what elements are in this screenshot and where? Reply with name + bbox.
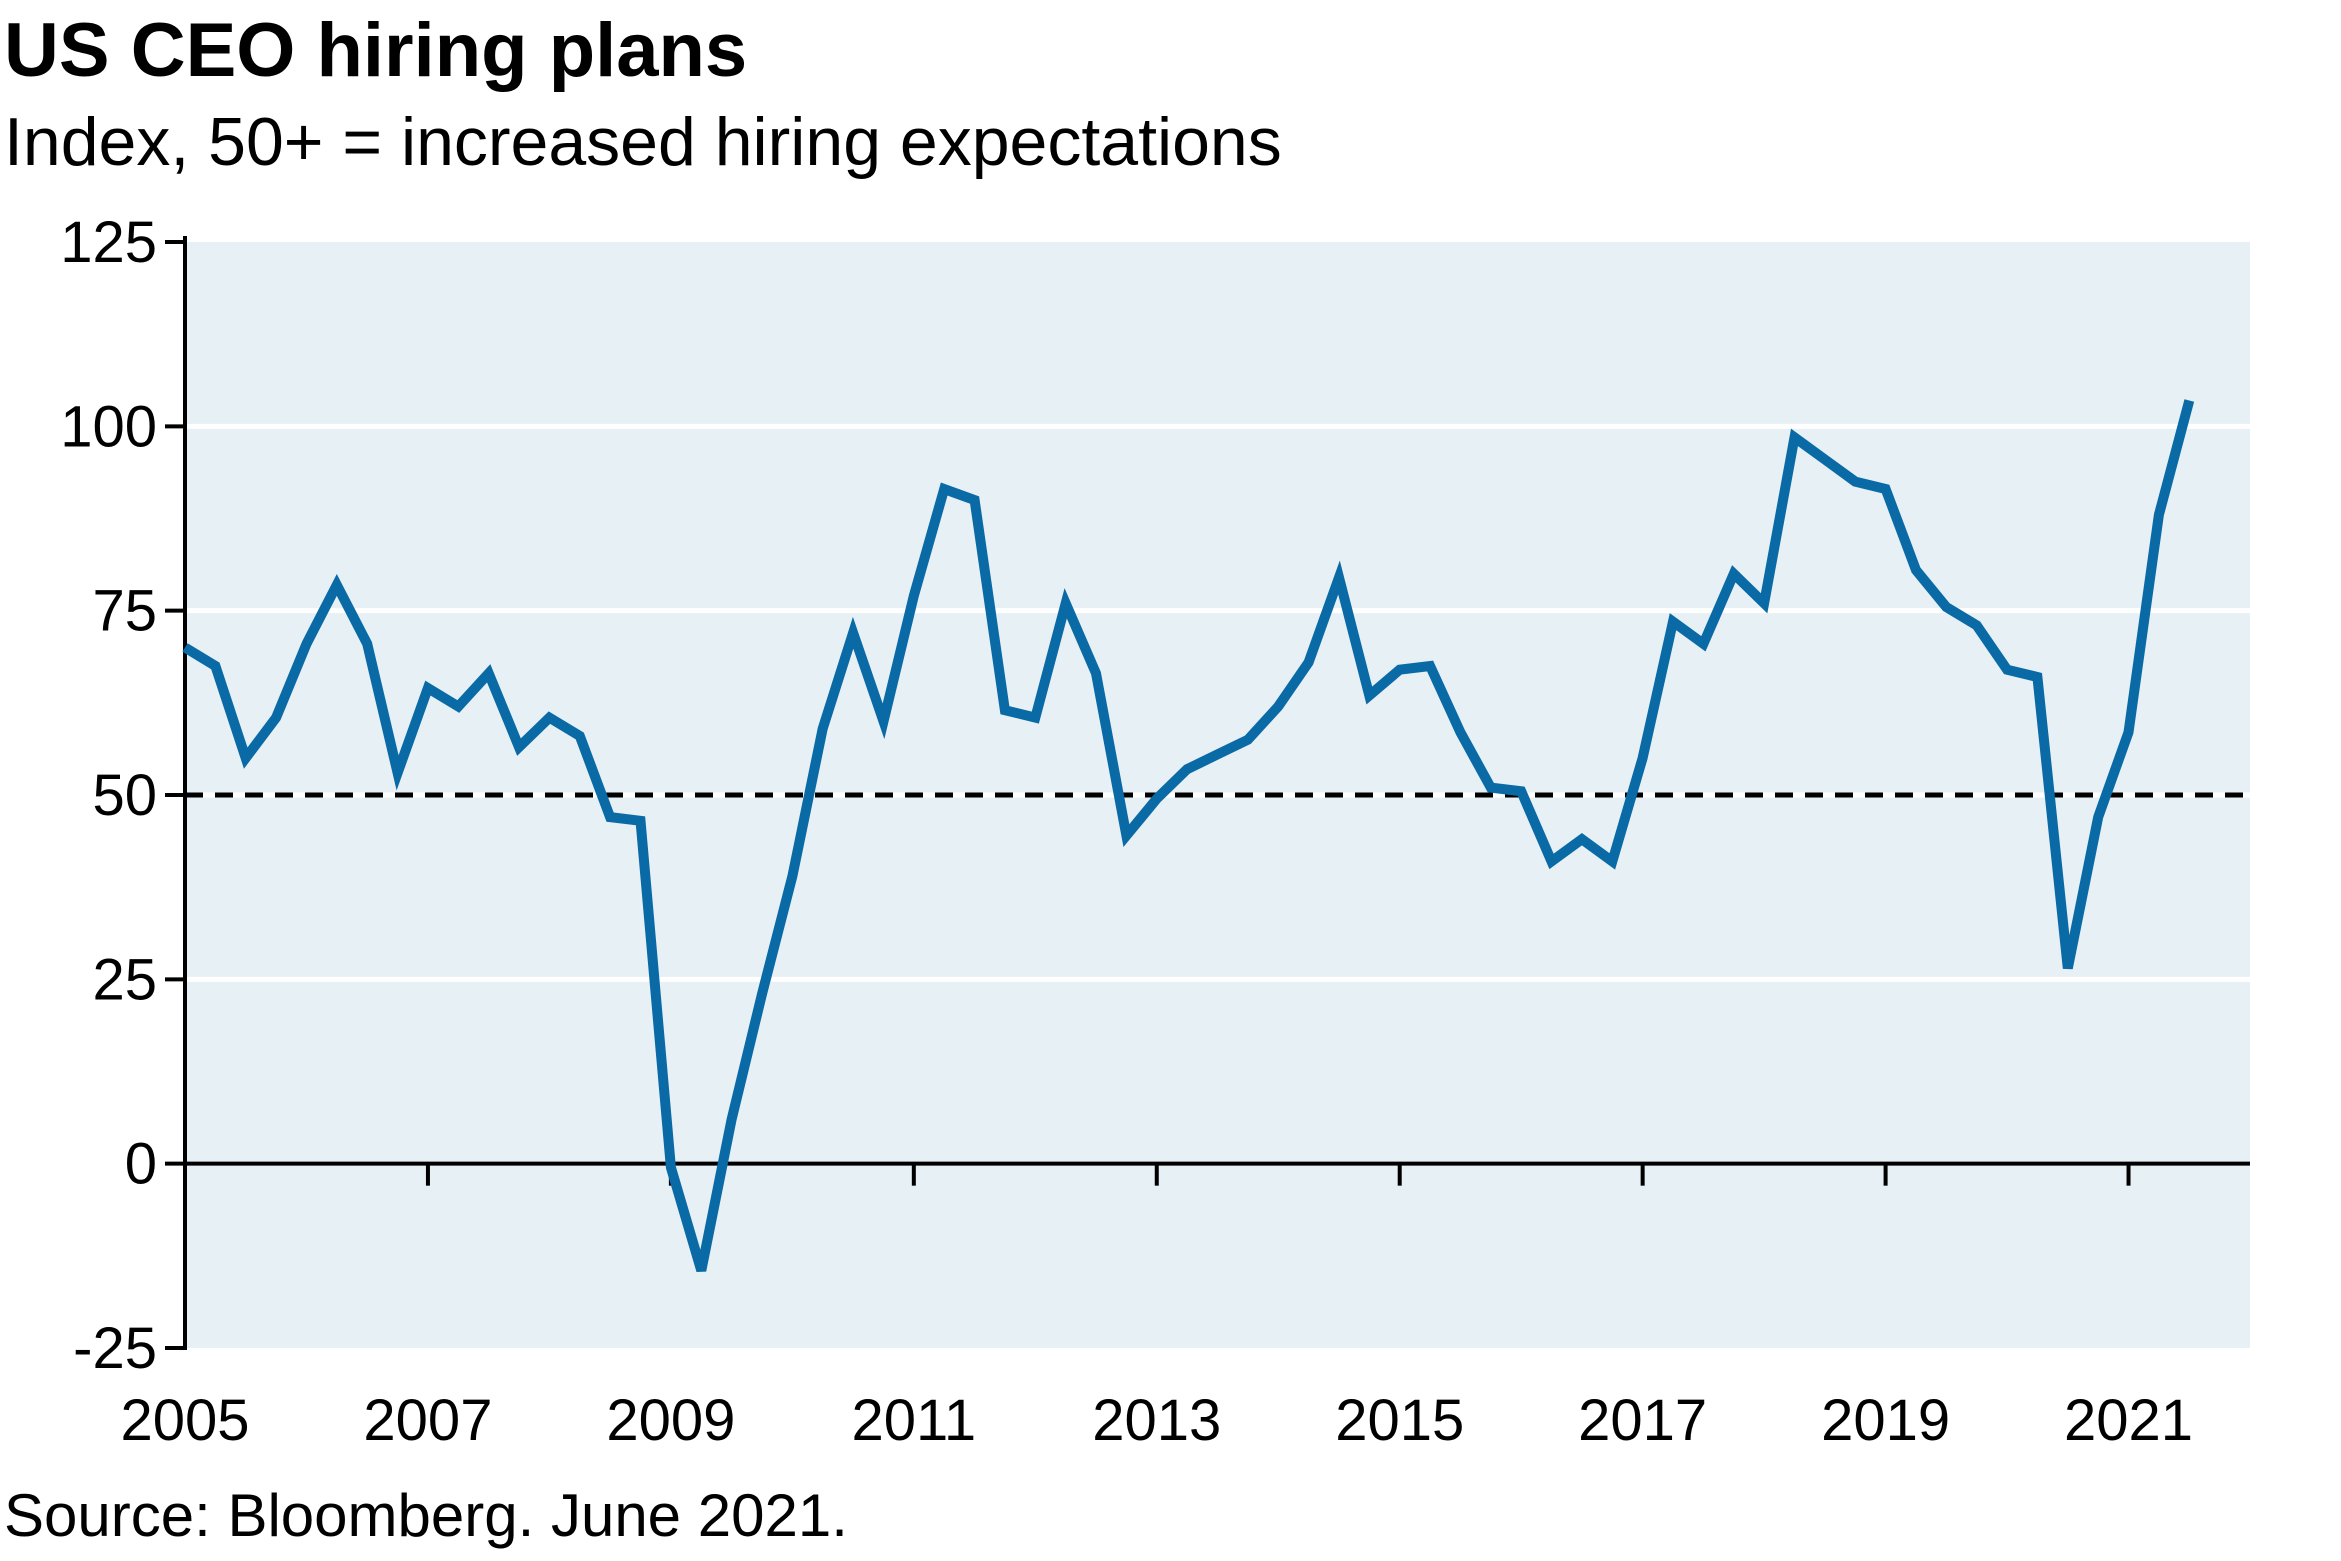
y-tick-label: 75 (92, 579, 157, 644)
series-line (182, 399, 2195, 1273)
x-tick-label: 2005 (120, 1388, 249, 1453)
x-tick-label: 2013 (1092, 1388, 1221, 1453)
y-tick-label: 50 (92, 763, 157, 828)
x-tick-label: 2009 (606, 1388, 735, 1453)
y-tick-label: -25 (73, 1316, 157, 1381)
x-tick-label: 2019 (1821, 1388, 1950, 1453)
y-tick-label: 100 (60, 394, 157, 459)
y-tick-label: 125 (60, 210, 157, 275)
x-tick-label: 2015 (1335, 1388, 1464, 1453)
y-tick-label: 0 (125, 1132, 157, 1197)
x-tick-label: 2017 (1578, 1388, 1707, 1453)
x-tick-label: 2021 (2064, 1388, 2193, 1453)
chart-subtitle: Index, 50+ = increased hiring expectatio… (4, 104, 1282, 180)
chart-title: US CEO hiring plans (4, 8, 748, 93)
x-tick-label: 2007 (363, 1388, 492, 1453)
x-tick-label: 2011 (851, 1388, 976, 1453)
y-tick-label: 25 (92, 947, 157, 1012)
source-note: Source: Bloomberg. June 2021. (4, 1482, 848, 1549)
